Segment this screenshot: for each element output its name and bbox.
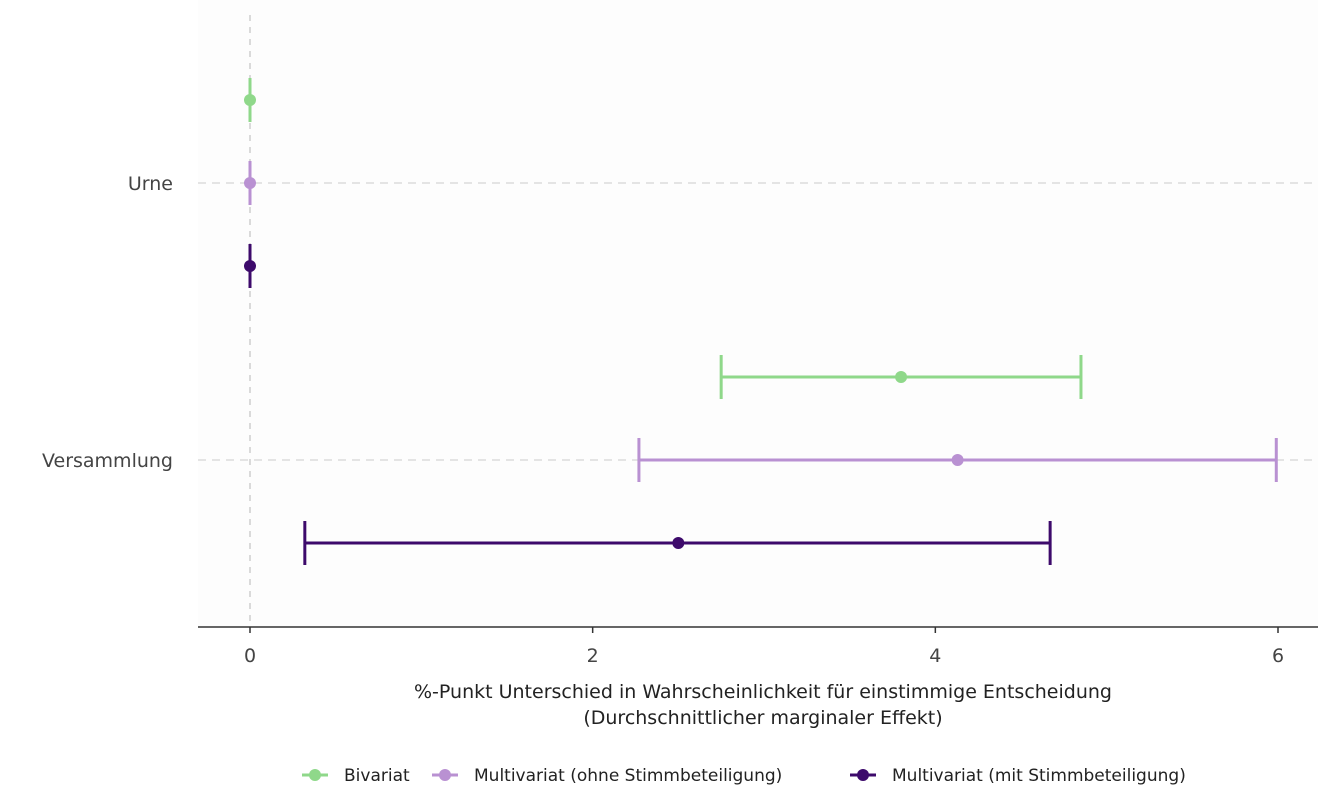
marks-layer [244,78,1278,565]
x-tick-label: 4 [929,645,941,667]
plot-background [198,0,1318,627]
x-axis-subtitle: (Durchschnittlicher marginaler Effekt) [583,707,942,729]
data-point [895,371,908,383]
y-category-label: Versammlung [42,450,173,472]
legend-key-point [309,769,321,781]
legend-label: Multivariat (mit Stimmbeteiligung) [892,766,1186,785]
axes-layer: 0 2 4 6 Urne Versammlung [42,173,1318,667]
x-axis-title: %-Punkt Unterschied in Wahrscheinlichkei… [414,681,1112,703]
legend-key-point [439,769,451,781]
legend-label: Bivariat [344,766,410,785]
data-point [951,454,964,466]
labels-layer: %-Punkt Unterschied in Wahrscheinlichkei… [414,681,1112,729]
legend: Bivariat Multivariat (ohne Stimmbeteiligu… [302,766,1186,785]
data-point [244,94,256,106]
data-point [244,260,256,272]
plot-area [198,0,1318,627]
legend-label: Multivariat (ohne Stimmbeteiligung) [474,766,782,785]
x-tick-label: 0 [244,645,256,667]
y-category-label: Urne [128,173,173,195]
x-tick-label: 6 [1272,645,1284,667]
data-point [244,177,256,189]
legend-key-point [857,769,869,781]
x-tick-label: 2 [587,645,599,667]
data-point [672,537,685,549]
